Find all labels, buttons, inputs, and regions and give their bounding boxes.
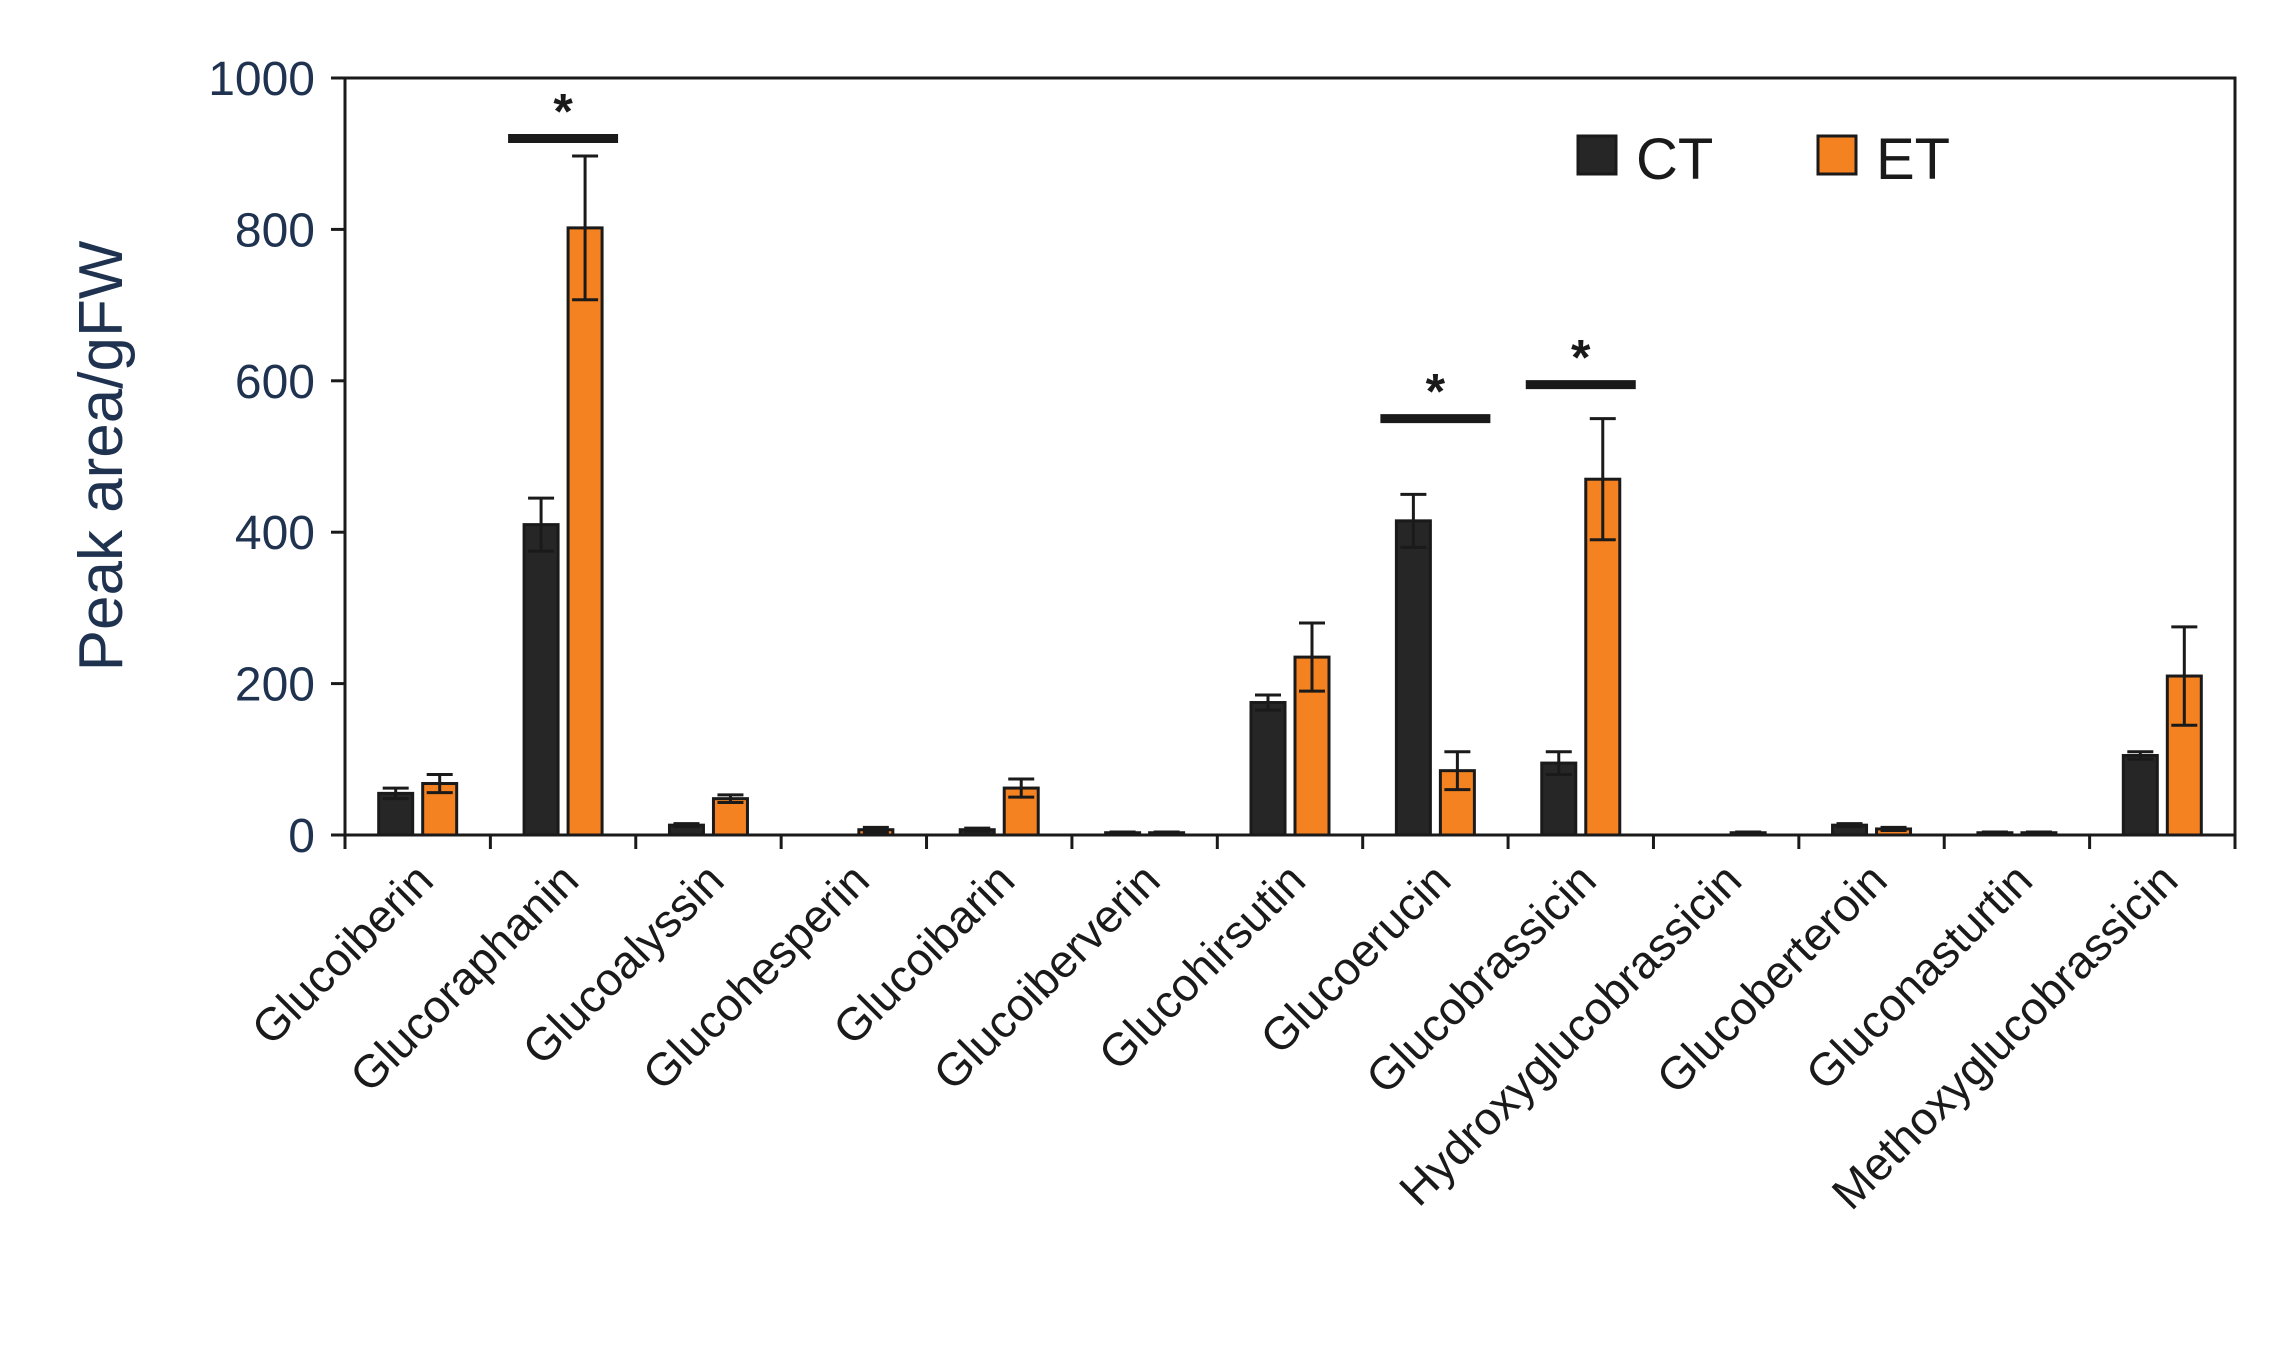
legend-swatch-et xyxy=(1816,134,1858,176)
legend-swatch-ct xyxy=(1576,134,1618,176)
y-tick-label: 400 xyxy=(235,507,315,560)
bar-ct xyxy=(522,523,560,837)
bar-ct xyxy=(1249,701,1287,837)
plot-area xyxy=(343,76,2237,837)
plot-frame xyxy=(343,76,2237,837)
legend-label-ct: CT xyxy=(1636,127,1713,192)
bar-ct xyxy=(377,791,415,837)
bar-et xyxy=(711,797,749,837)
bar-ct xyxy=(1394,519,1432,837)
y-tick-label: 200 xyxy=(235,659,315,712)
x-axis: GlucoiberinGlucoraphaninGlucoalyssinGluc… xyxy=(241,835,2237,1219)
bars xyxy=(377,226,2203,837)
significance-star: * xyxy=(1426,364,1446,420)
y-tick-label: 0 xyxy=(288,810,315,863)
bar-ct xyxy=(2121,754,2159,837)
legend-label-et: ET xyxy=(1876,127,1950,192)
legend: CT ET xyxy=(1576,127,1950,192)
significance-star: * xyxy=(553,84,573,140)
error-bars xyxy=(382,154,2198,835)
y-axis-title: Peak area/gFW xyxy=(67,240,136,671)
significance-markers: * * * xyxy=(508,84,1636,424)
y-tick-label: 600 xyxy=(235,356,315,409)
y-tick-label: 1000 xyxy=(208,53,315,106)
y-axis: 0 200 400 600 800 1000 xyxy=(208,53,345,863)
significance-star: * xyxy=(1571,330,1591,386)
y-tick-label: 800 xyxy=(235,204,315,257)
bar-et xyxy=(566,226,604,837)
